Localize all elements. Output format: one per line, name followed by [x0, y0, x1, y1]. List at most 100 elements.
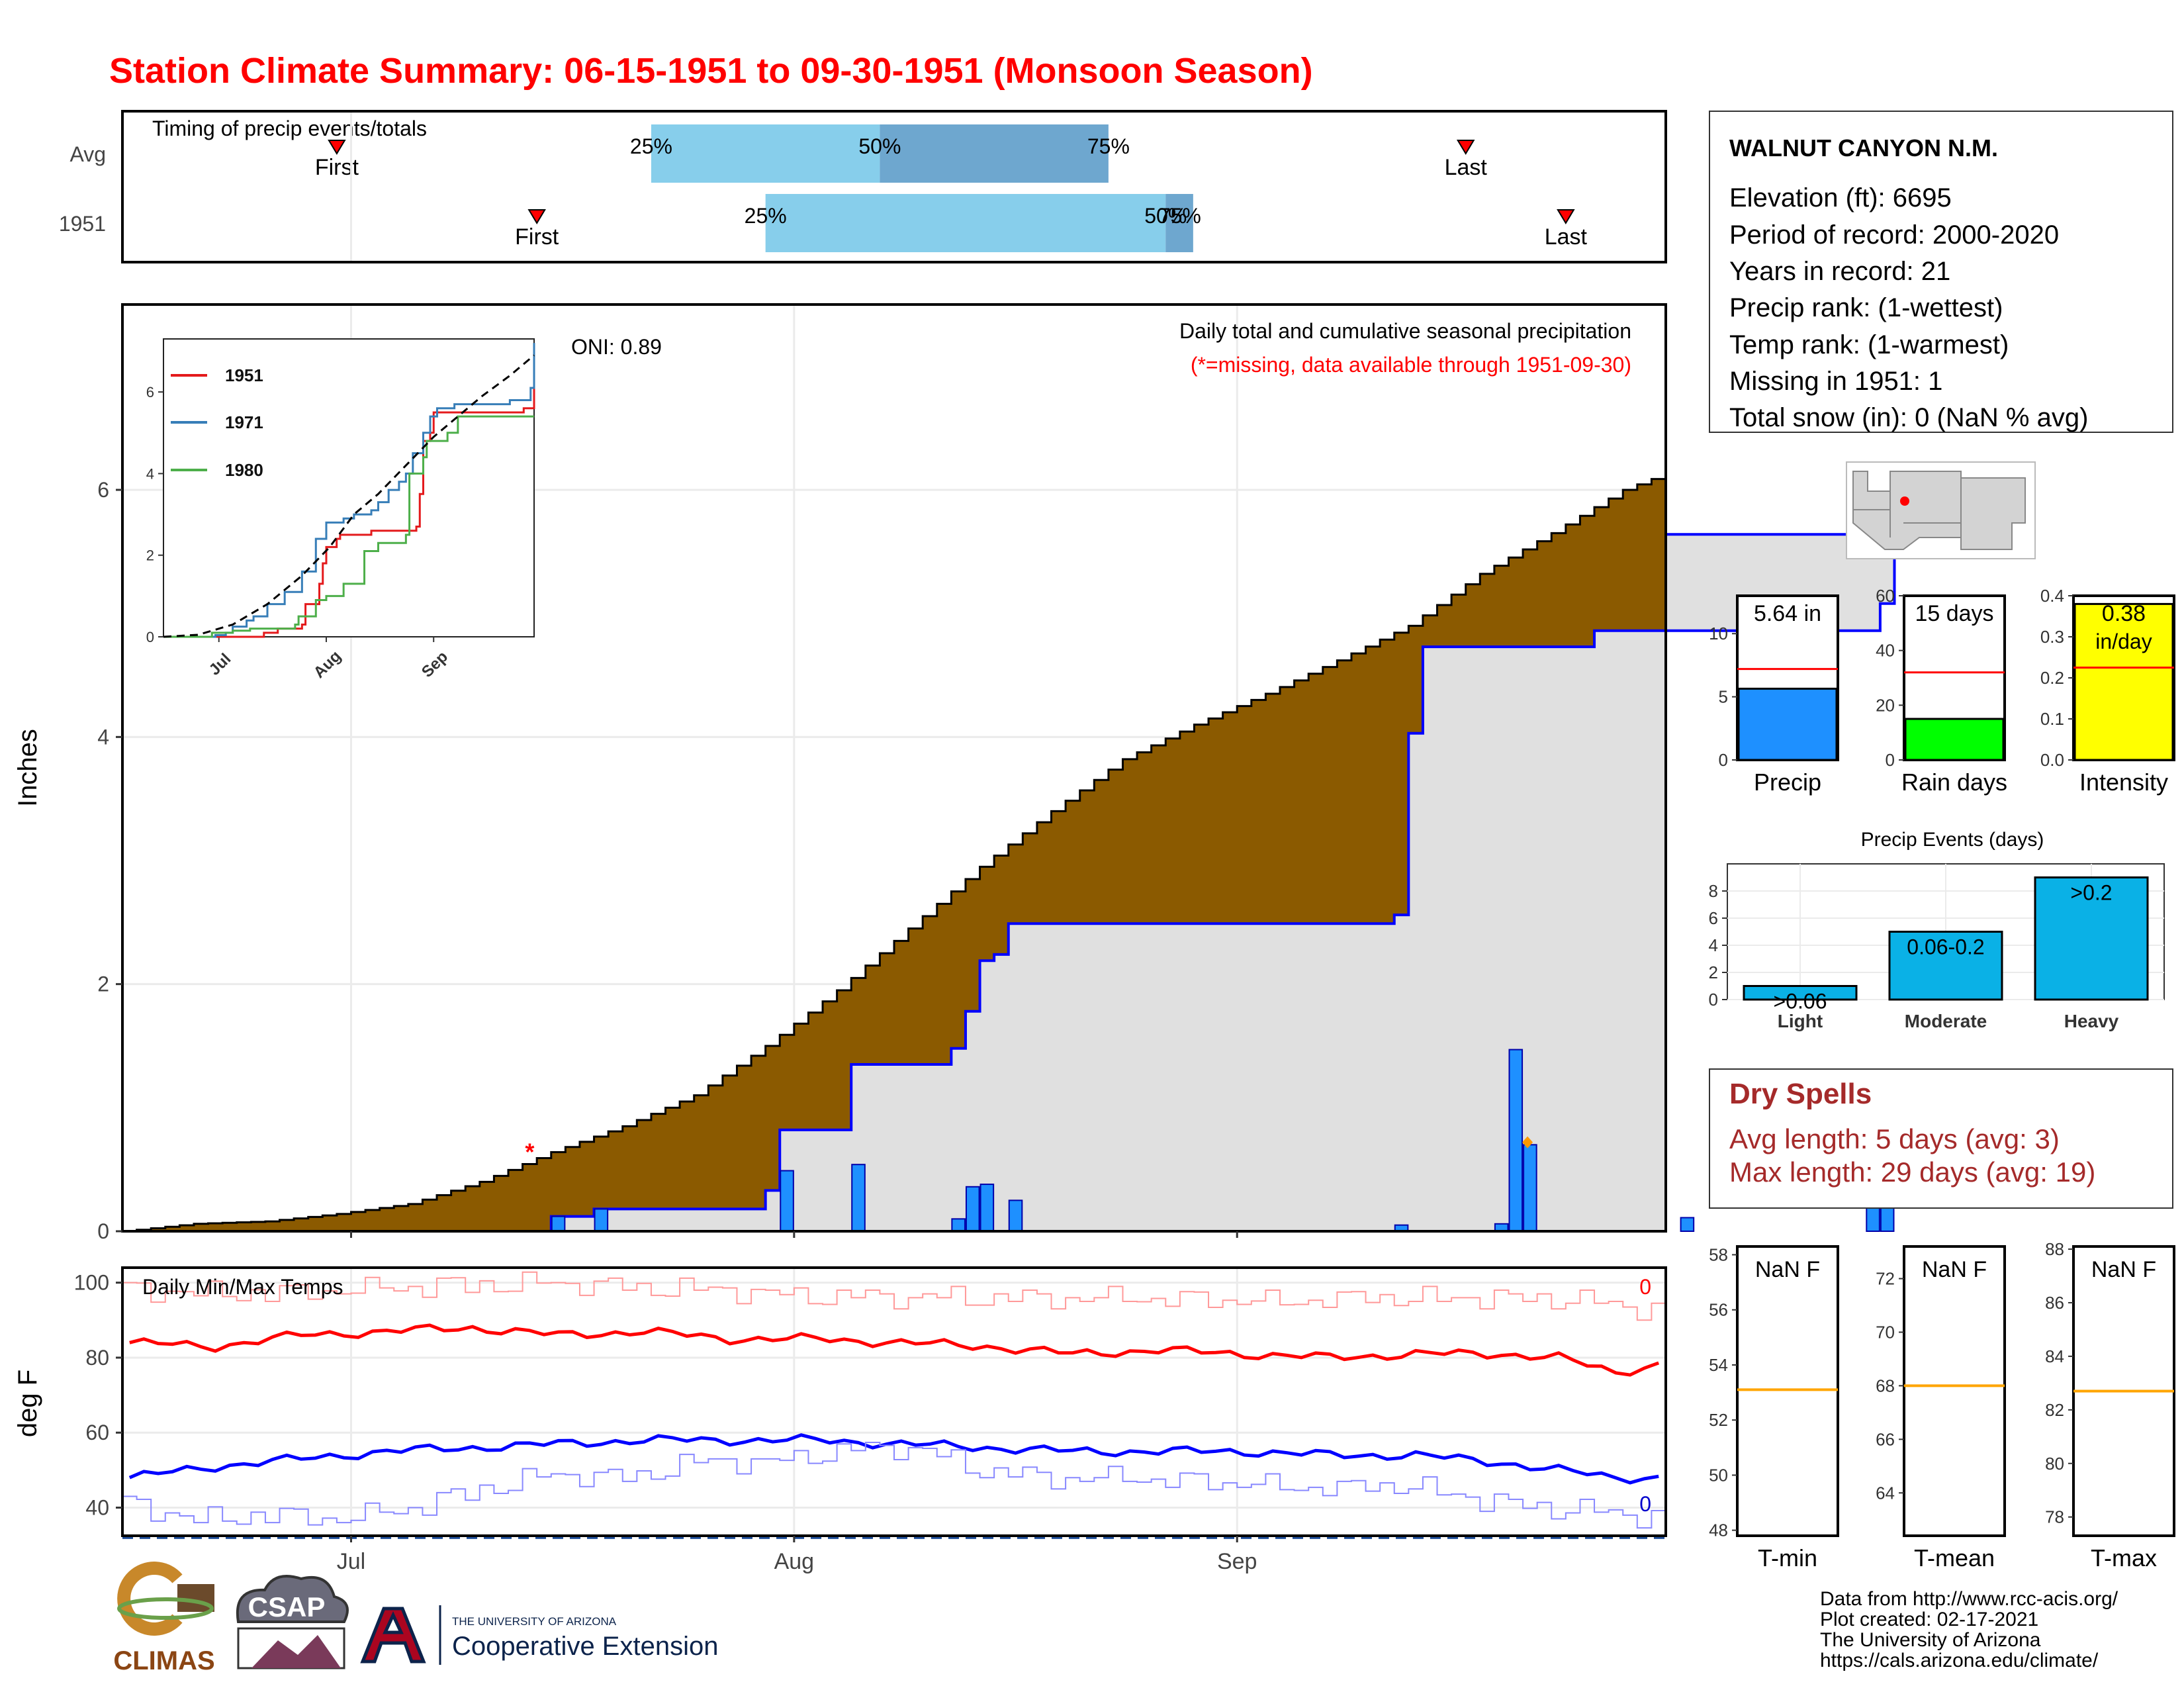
last-event-marker: [1557, 209, 1575, 224]
first-event-marker: [527, 209, 546, 224]
temp-box-value-label: NaN F: [1755, 1257, 1820, 1282]
first-event-label: First: [315, 155, 359, 180]
events-xtick-label: Moderate: [1905, 1011, 1987, 1031]
temp-box-value-label: NaN F: [1922, 1257, 1987, 1282]
mini-chart-ytick-label: 0: [1886, 750, 1895, 770]
temp-box-ytick-label: 72: [1876, 1269, 1895, 1289]
temperature-boxes: 48 50 52 54 56 58 NaN F T-min 64 66 68 70 72 NaN F T-m…: [1709, 1239, 2175, 1571]
events-bar-label: >0.06: [1774, 990, 1827, 1013]
events-bar-label: >0.2: [2070, 881, 2112, 905]
temp-box-ytick-label: 80: [2045, 1454, 2064, 1474]
daily-precip-bar: [1523, 1144, 1537, 1233]
timing-label-p25: 25%: [630, 134, 672, 158]
csap-logo-text: CSAP: [248, 1591, 326, 1622]
events-ytick-label: 6: [1709, 908, 1718, 928]
mini-chart-bar: [2073, 602, 2174, 761]
mini-chart-ytick-label: 10: [1709, 624, 1728, 643]
station-info-frame: [1709, 111, 2173, 433]
station-info-line: Elevation (ft): 6695: [1729, 183, 1952, 212]
events-ytick-label: 2: [1709, 962, 1718, 982]
daily-precip-bar: [979, 1184, 995, 1232]
temp-xtick-label: Sep: [1217, 1549, 1257, 1574]
temp-count-low: 0: [1639, 1492, 1651, 1516]
events-bar-label: 0.06-0.2: [1907, 935, 1984, 959]
temp-count-high: 0: [1639, 1275, 1651, 1299]
climas-logo-ring: [117, 1597, 214, 1620]
mini-chart-bar: [1904, 718, 2005, 761]
first-event-label: First: [515, 224, 559, 250]
notable-event-marker: [1522, 1136, 1533, 1149]
timing-label-p25: 25%: [745, 204, 787, 228]
temp-box-xlabel: T-mean: [1914, 1544, 1995, 1571]
temp-box-ytick-label: 78: [2045, 1507, 2064, 1527]
precip-events-title: Precip Events (days): [1861, 829, 2044, 851]
events-ytick-label: 4: [1709, 935, 1718, 955]
timing-label-p50: 50%: [1144, 204, 1187, 228]
last-event-marker: [1456, 140, 1475, 155]
first-event-marker: [328, 140, 346, 155]
southwest-states-shape: [1852, 471, 2026, 550]
mini-chart-xlabel: Rain days: [1901, 769, 2007, 796]
inset-series-avg: [163, 354, 535, 638]
timing-label-p50: 50%: [858, 134, 901, 158]
mini-chart-ytick-label: 40: [1876, 641, 1895, 661]
station-info-line: Missing in 1951: 1: [1729, 367, 1942, 396]
daily-precip-bar: [1680, 1217, 1695, 1233]
mini-chart-ytick-label: 0.4: [2040, 586, 2064, 606]
events-ytick-label: 0: [1709, 990, 1718, 1009]
dry-spells-frame: [1709, 1068, 2173, 1209]
main-ytick-label: 6: [97, 478, 109, 502]
temp-box-ytick-label: 54: [1709, 1355, 1728, 1375]
events-xtick-label: Light: [1778, 1011, 1823, 1031]
temp-series-tmax_1951: [129, 1323, 1660, 1377]
temp-box-frame: [1903, 1245, 2006, 1537]
temp-box-ytick-label: 48: [1709, 1521, 1728, 1540]
events-bar: [1888, 931, 2003, 1001]
mini-chart-xlabel: Precip: [1754, 769, 1821, 796]
station-info-line: Total snow (in): 0 (NaN % avg): [1729, 403, 2088, 432]
ua-logo-big-text: Cooperative Extension: [452, 1632, 718, 1661]
temp-box-xlabel: T-min: [1758, 1544, 1817, 1571]
temp-box-ytick-label: 52: [1709, 1410, 1728, 1430]
mini-chart-ytick-label: 0.0: [2040, 750, 2064, 770]
temp-box-ytick-label: 70: [1876, 1322, 1895, 1342]
dry-spells-avg: Avg length: 5 days (avg: 3): [1729, 1123, 2060, 1154]
inset-ytick-label: 0: [146, 629, 154, 645]
footer-line-url: https://cals.arizona.edu/climate/: [1820, 1650, 2099, 1671]
main-precip-chart: * 0 2 4 6 Inches Daily total and cumulative…: [13, 303, 1896, 1243]
ua-logo-small-text: THE UNIVERSITY OF ARIZONA: [452, 1615, 617, 1628]
mini-chart-ytick-label: 5: [1719, 687, 1728, 707]
daily-precip-bar: [965, 1186, 980, 1233]
temp-box-value-label: NaN F: [2091, 1257, 2156, 1282]
events-xtick-label: Heavy: [2064, 1011, 2119, 1031]
daily-precip-bar: [1508, 1049, 1524, 1232]
station-info-line: Temp rank: (1-warmest): [1729, 330, 2009, 359]
footer-line-data-source: Data from http://www.rcc-acis.org/: [1820, 1588, 2118, 1610]
inset-series-1980: [163, 415, 534, 638]
temp-box-ytick-label: 66: [1876, 1429, 1895, 1449]
main-chart-ylabel: Inches: [13, 729, 42, 807]
inset-legend-label-1971: 1971: [225, 412, 263, 432]
daily-precip-bar: [851, 1164, 866, 1232]
timing-bar-late: [880, 124, 1109, 183]
main-ytick-label: 2: [97, 972, 109, 996]
timing-bar-early: [765, 194, 1166, 252]
dry-spells-title: Dry Spells: [1729, 1078, 1872, 1110]
daily-precip-bar: [594, 1208, 609, 1233]
station-name: WALNUT CANYON N.M.: [1729, 134, 1998, 162]
station-info-box: WALNUT CANYON N.M. Elevation (ft): 6695 …: [1709, 111, 2173, 433]
mini-chart-value-label: 5.64 in: [1754, 601, 1821, 626]
station-info-line: Period of record: 2000-2020: [1729, 220, 2059, 250]
mini-charts: 0 5 10 5.64 in Precip 0 20 40 60 15 days Rain days…: [1709, 586, 2175, 796]
timing-row-label-1951: 1951: [59, 212, 106, 236]
timing-bar-early: [651, 124, 880, 183]
timing-panel-label: Timing of precip events/totals: [152, 117, 427, 140]
mini-chart-value-unit: in/day: [2095, 630, 2152, 653]
inset-series-1951: [163, 387, 535, 638]
season-cumulative-step-line: [122, 533, 1896, 1233]
inset-legend-label-1980: 1980: [225, 460, 263, 480]
temp-ytick-label: 100: [74, 1271, 109, 1295]
csap-logo: CSAP: [236, 1575, 349, 1669]
